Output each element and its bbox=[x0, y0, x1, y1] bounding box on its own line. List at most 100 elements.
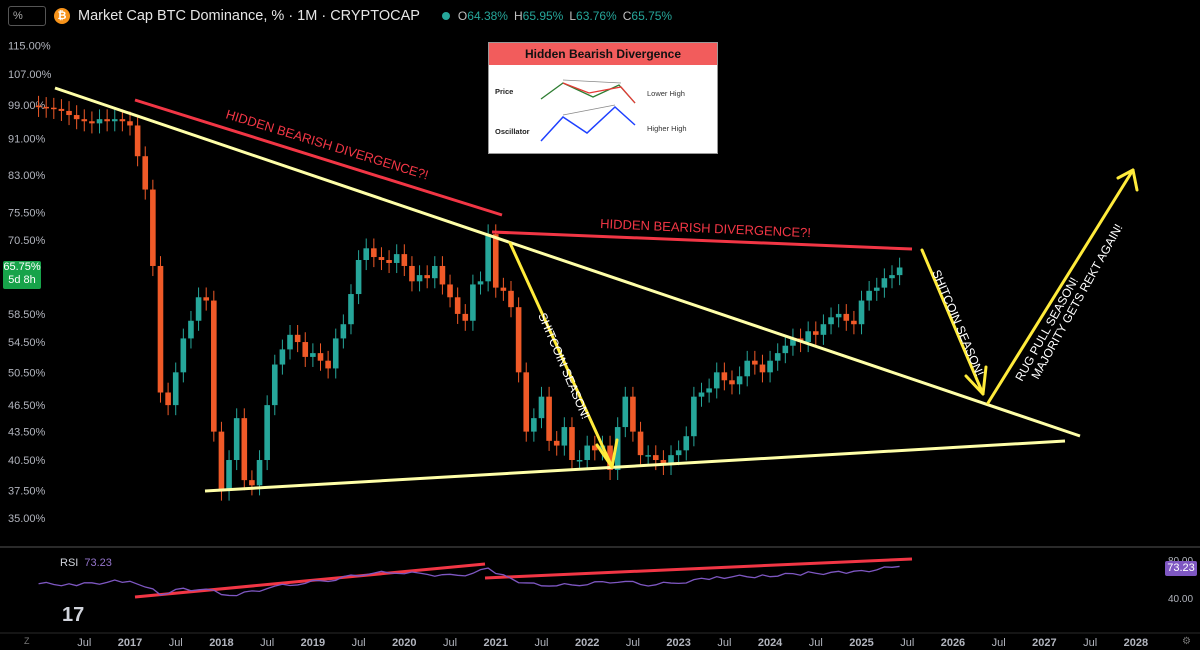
tradingview-logo: 17 bbox=[62, 604, 85, 626]
timezone-button[interactable]: Z bbox=[24, 636, 30, 646]
candle-body bbox=[500, 287, 507, 291]
rsi-value: 73.23 bbox=[84, 557, 112, 569]
x-tick-label: 2026 bbox=[941, 637, 965, 649]
inset-price-label: Price bbox=[495, 87, 514, 96]
x-tick-label: Jul bbox=[900, 637, 914, 649]
rsi-axis-label: 40.00 bbox=[1168, 594, 1193, 605]
candle-body bbox=[279, 349, 286, 365]
chart-title[interactable]: Market Cap BTC Dominance, % · 1M · CRYPT… bbox=[78, 8, 420, 24]
candle-body bbox=[203, 297, 209, 301]
ohlc-l-label: L bbox=[569, 9, 577, 23]
y-tick-label: 43.50% bbox=[8, 427, 46, 439]
arrows[interactable] bbox=[508, 168, 1139, 469]
candle-body bbox=[698, 392, 705, 397]
x-tick-label: Jul bbox=[626, 637, 640, 649]
bitcoin-icon: ₿ bbox=[54, 8, 70, 24]
altseason-label-2: SHITCOIN SEASON! bbox=[929, 268, 986, 378]
candle-body bbox=[774, 353, 781, 361]
trendlines[interactable] bbox=[54, 86, 1081, 493]
candle-body bbox=[393, 254, 400, 263]
candle-body bbox=[531, 418, 537, 432]
x-tick-label: Jul bbox=[717, 637, 731, 649]
ohlc-c-label: C bbox=[622, 9, 632, 23]
ohlc-l-value: 63.76% bbox=[576, 9, 617, 23]
candle-body bbox=[896, 267, 903, 276]
candle-body bbox=[485, 234, 491, 282]
candle-body bbox=[744, 360, 751, 377]
candle-body bbox=[652, 455, 659, 461]
candle-body bbox=[81, 119, 88, 122]
ohlc-o-value: 64.38% bbox=[467, 9, 508, 23]
candle-body bbox=[630, 396, 636, 432]
candle-body bbox=[66, 110, 72, 116]
y-tick-label: 115.00% bbox=[8, 40, 51, 52]
x-tick-label: Jul bbox=[992, 637, 1006, 649]
candle-body bbox=[211, 300, 217, 432]
candle-body bbox=[729, 380, 735, 385]
y-tick-label: 91.00% bbox=[8, 133, 46, 145]
candle-body bbox=[355, 260, 362, 295]
candle-body bbox=[134, 125, 141, 157]
candle-body bbox=[790, 338, 796, 346]
rsi-legend[interactable]: RSI 73.23 bbox=[60, 557, 112, 569]
candle-body bbox=[820, 324, 827, 335]
candle-body bbox=[851, 320, 857, 325]
candle-body bbox=[157, 265, 164, 393]
x-tick-label: Jul bbox=[1083, 637, 1097, 649]
candle-body bbox=[119, 119, 126, 122]
candle-body bbox=[614, 427, 621, 470]
rsi-divergence-line-2 bbox=[484, 557, 913, 580]
candle-body bbox=[706, 388, 712, 393]
candle-body bbox=[218, 431, 225, 491]
candle-body bbox=[386, 260, 392, 263]
y-tick-label: 35.00% bbox=[8, 513, 46, 525]
candle-body bbox=[249, 480, 255, 486]
candle-body bbox=[713, 372, 720, 389]
chart-header: % ₿ Market Cap BTC Dominance, % · 1M · C… bbox=[8, 6, 672, 26]
gear-icon[interactable]: ⚙ bbox=[1182, 636, 1191, 647]
candle-body bbox=[515, 307, 522, 373]
candle-body bbox=[470, 284, 476, 321]
candle-body bbox=[592, 445, 598, 451]
candle-body bbox=[873, 287, 880, 291]
candle-body bbox=[188, 320, 194, 339]
candle-body bbox=[668, 455, 674, 465]
candle-body bbox=[332, 338, 339, 369]
candle-body bbox=[241, 418, 248, 481]
arrow-up-head bbox=[1116, 168, 1139, 192]
x-tick-label: Jul bbox=[352, 637, 366, 649]
candle-body bbox=[439, 265, 446, 285]
x-axis-ticks: Jul 2017 Jul 2018 Jul 2019 Jul 2020 Jul 2021 Jul 20… bbox=[77, 637, 1148, 649]
candle-body bbox=[302, 342, 309, 357]
candle-body bbox=[371, 248, 377, 258]
inset-lower-high: Lower High bbox=[647, 89, 685, 98]
x-tick-label: Jul bbox=[169, 637, 183, 649]
y-tick-label: 46.50% bbox=[8, 400, 46, 412]
rsi-name: RSI bbox=[60, 557, 79, 569]
hbd-label-1: HIDDEN BEARISH DIVERGENCE?! bbox=[224, 107, 430, 183]
market-status-icon[interactable] bbox=[441, 12, 450, 20]
candle-body bbox=[142, 156, 149, 190]
symbol-search-box[interactable]: % bbox=[8, 6, 46, 26]
y-tick-label: 75.50% bbox=[8, 208, 46, 220]
x-tick-label: Jul bbox=[534, 637, 548, 649]
last-price-value: 65.75% bbox=[3, 261, 41, 273]
candle-body bbox=[477, 281, 484, 285]
ohlc-c-value: 65.75% bbox=[631, 9, 673, 23]
candle-body bbox=[752, 360, 758, 365]
arrow-down-1 bbox=[508, 241, 614, 469]
candle-body bbox=[675, 450, 682, 456]
x-tick-label: 2025 bbox=[849, 637, 873, 649]
x-tick-label: 2024 bbox=[758, 637, 783, 649]
divergence-lines[interactable] bbox=[134, 98, 913, 599]
candle-body bbox=[584, 445, 590, 461]
y-tick-label: 40.50% bbox=[8, 455, 46, 467]
y-tick-label: 99.00% bbox=[8, 100, 46, 112]
x-tick-label: Jul bbox=[77, 637, 91, 649]
candle-body bbox=[127, 121, 133, 126]
candle-body bbox=[835, 313, 842, 318]
rsi-last-tag: 73.23 bbox=[1165, 561, 1197, 576]
candle-body bbox=[89, 121, 95, 124]
candle-body bbox=[233, 418, 240, 461]
